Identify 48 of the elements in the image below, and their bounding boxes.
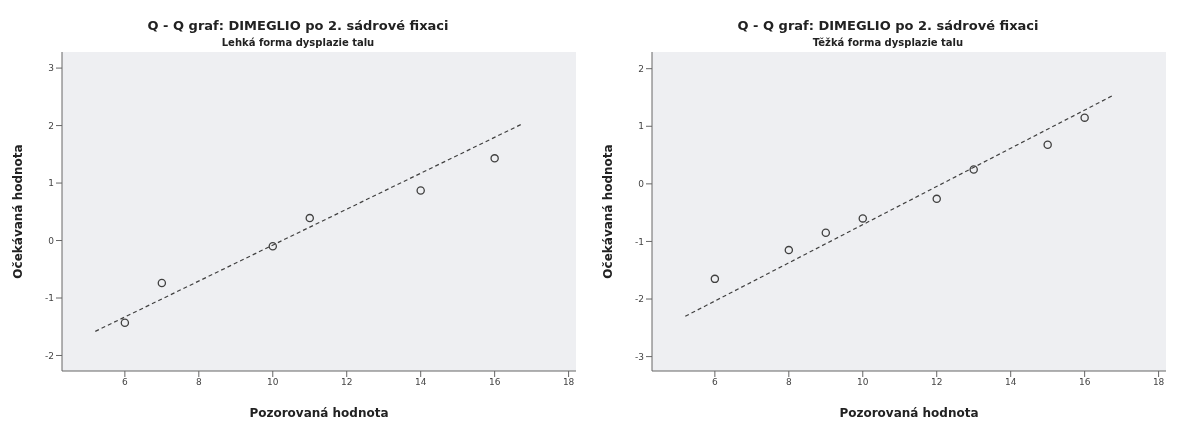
x-tick-label: 8: [195, 377, 202, 388]
point: [1043, 140, 1052, 149]
chart-title: Q - Q graf: DIMEGLIO po 2. sádrové fixaci: [736, 18, 1040, 33]
y-tick-label: 1: [638, 121, 644, 132]
x-tick-label: 16: [1078, 377, 1091, 388]
point: [490, 154, 499, 163]
point: [1080, 113, 1089, 122]
y-tick-label: 1: [48, 178, 54, 189]
y-tick-label: -2: [45, 350, 54, 361]
x-axis-title: Pozorovaná hodnota: [249, 406, 389, 420]
x-axis-title: Pozorovaná hodnota: [839, 406, 979, 420]
y-tick-label: 3: [48, 63, 54, 74]
y-tick-label: 2: [638, 63, 644, 74]
y-tick-label: -1: [45, 293, 54, 304]
x-tick-label: 18: [562, 377, 575, 388]
point: [969, 165, 978, 174]
chart-title: Q - Q graf: DIMEGLIO po 2. sádrové fixaci: [146, 18, 450, 33]
y-tick-label: 0: [638, 179, 645, 190]
point: [268, 242, 278, 251]
y-tick-label: -1: [635, 236, 644, 247]
point: [416, 186, 425, 195]
point: [120, 318, 130, 327]
point: [821, 228, 831, 238]
x-tick-label: 10: [267, 377, 279, 388]
point: [784, 245, 794, 255]
y-axis-title: Očekávaná hodnota: [601, 144, 616, 279]
chart-subtitle: Lehká forma dysplazie talu: [220, 37, 376, 48]
point: [932, 194, 941, 204]
y-tick-label: -2: [635, 294, 644, 305]
point: [858, 214, 868, 223]
x-tick-label: 8: [785, 377, 792, 388]
chart-subtitle: Těžká forma dysplazie talu: [811, 37, 965, 48]
y-axis-title: Očekávaná hodnota: [11, 144, 26, 279]
point: [710, 274, 720, 284]
x-tick-label: 12: [341, 377, 353, 388]
point: [157, 278, 167, 288]
y-tick-label: 0: [48, 235, 55, 246]
x-tick-label: 14: [1004, 377, 1017, 388]
x-tick-label: 6: [712, 377, 718, 388]
x-tick-label: 10: [857, 377, 869, 388]
x-tick-label: 18: [1152, 377, 1165, 388]
point: [305, 213, 315, 223]
x-tick-label: 12: [931, 377, 943, 388]
x-tick-label: 14: [414, 377, 427, 388]
x-tick-label: 6: [122, 377, 128, 388]
x-tick-label: 16: [488, 377, 501, 388]
y-tick-label: 2: [48, 120, 54, 131]
y-tick-label: -3: [635, 351, 644, 362]
